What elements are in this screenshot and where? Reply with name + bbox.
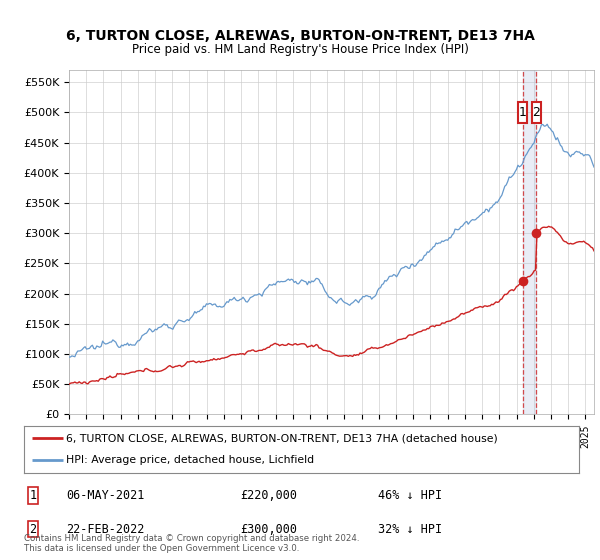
Text: 6, TURTON CLOSE, ALREWAS, BURTON-ON-TRENT, DE13 7HA: 6, TURTON CLOSE, ALREWAS, BURTON-ON-TREN… xyxy=(65,29,535,43)
Text: 06-MAY-2021: 06-MAY-2021 xyxy=(66,489,145,502)
Text: 1: 1 xyxy=(518,106,527,119)
Text: £220,000: £220,000 xyxy=(240,489,297,502)
Text: 32% ↓ HPI: 32% ↓ HPI xyxy=(378,522,442,536)
FancyBboxPatch shape xyxy=(532,102,541,123)
Text: Contains HM Land Registry data © Crown copyright and database right 2024.
This d: Contains HM Land Registry data © Crown c… xyxy=(24,534,359,553)
Text: 1: 1 xyxy=(29,489,37,502)
Text: 46% ↓ HPI: 46% ↓ HPI xyxy=(378,489,442,502)
Text: 6, TURTON CLOSE, ALREWAS, BURTON-ON-TRENT, DE13 7HA (detached house): 6, TURTON CLOSE, ALREWAS, BURTON-ON-TREN… xyxy=(65,433,497,444)
Text: 2: 2 xyxy=(29,522,37,536)
Text: 2: 2 xyxy=(532,106,540,119)
Text: £300,000: £300,000 xyxy=(240,522,297,536)
Text: 22-FEB-2022: 22-FEB-2022 xyxy=(66,522,145,536)
Bar xyxy=(523,70,536,414)
Text: HPI: Average price, detached house, Lichfield: HPI: Average price, detached house, Lich… xyxy=(65,455,314,465)
FancyBboxPatch shape xyxy=(518,102,527,123)
Text: Price paid vs. HM Land Registry's House Price Index (HPI): Price paid vs. HM Land Registry's House … xyxy=(131,43,469,56)
